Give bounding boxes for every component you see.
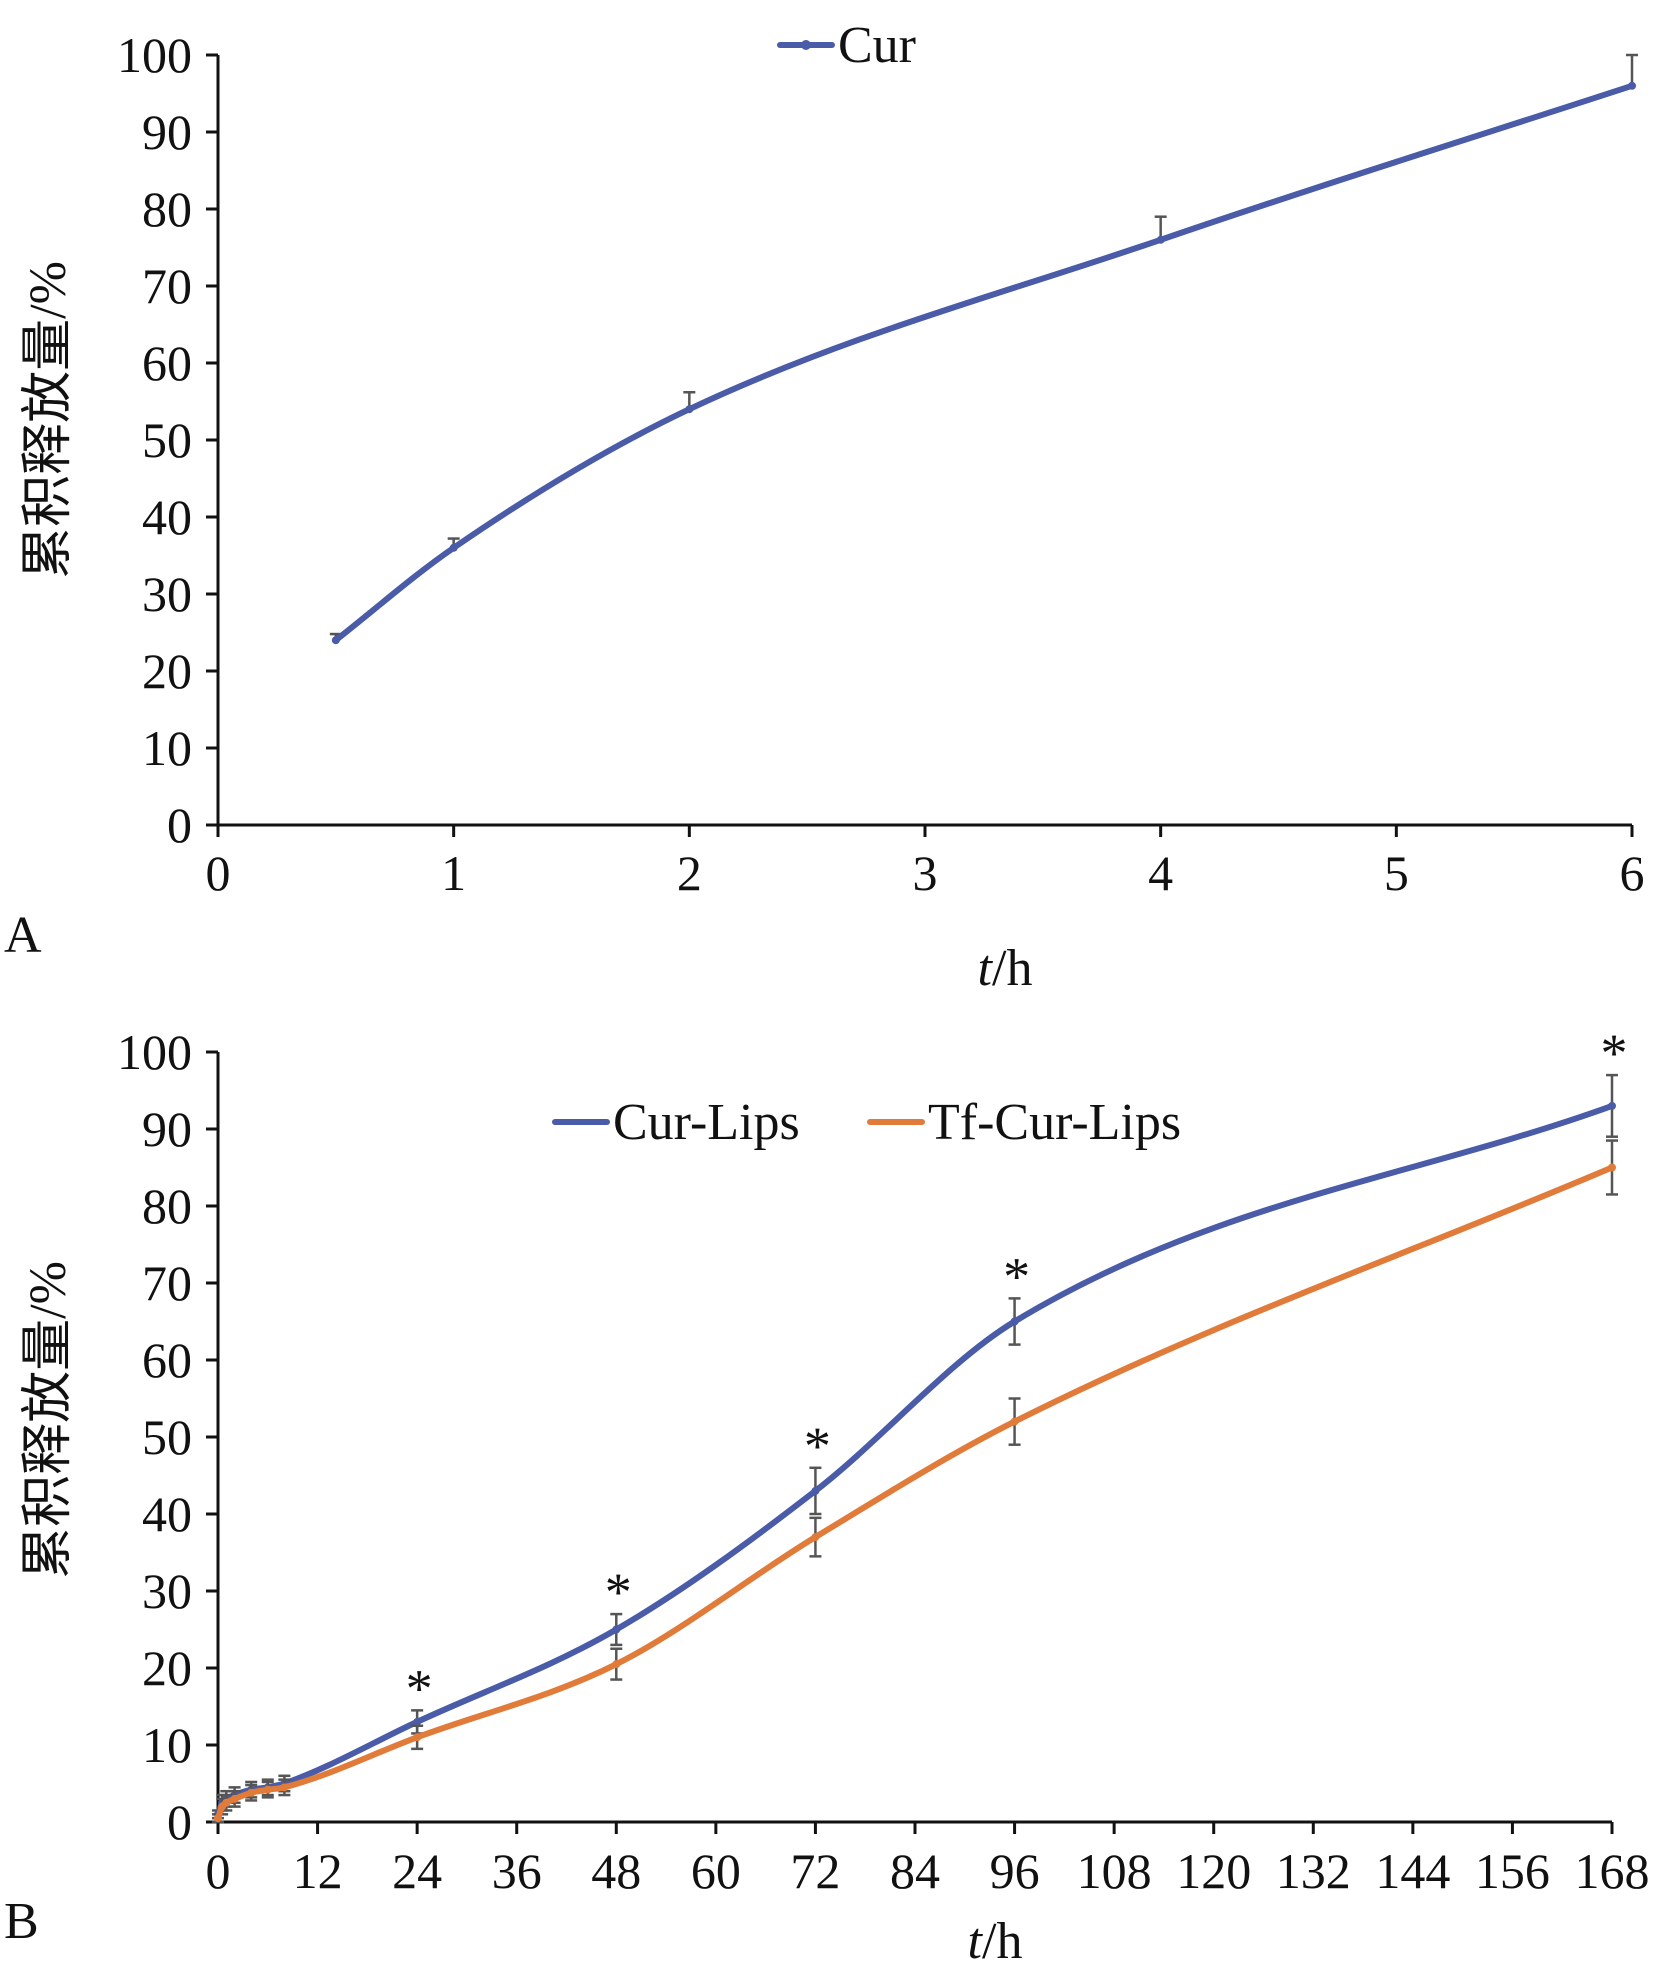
- panel-b-label: B: [4, 1893, 39, 1950]
- panel-b-y-tick-label: 80: [142, 1178, 192, 1234]
- panel-b-x-tick-label: 120: [1176, 1843, 1251, 1899]
- panel-b-significance-marker: *: [804, 1416, 831, 1476]
- panel-a-y-tick-label: 40: [142, 489, 192, 545]
- panel-a-legend-label: Cur: [838, 17, 916, 74]
- panel-b-data-point: [1608, 1163, 1616, 1172]
- panel-b-y-tick-label: 50: [142, 1409, 192, 1465]
- panel-b-significance-marker: *: [1601, 1023, 1628, 1083]
- panel-b-y-axis-label: 累积释放量/%: [20, 1261, 77, 1579]
- panel-b-x-axis-label-unit: /h: [982, 1913, 1022, 1968]
- panel-a-x-tick-label: 0: [206, 845, 231, 901]
- panel-a-x-tick-label: 3: [913, 845, 938, 901]
- panel-b-significance-marker: *: [1003, 1246, 1030, 1306]
- panel-b-x-tick-label: 96: [990, 1843, 1040, 1899]
- panel-b-data-point: [230, 1794, 239, 1803]
- panel-a-data-point: [331, 636, 340, 645]
- panel-b-x-tick-label: 72: [790, 1843, 840, 1899]
- panel-b-data-point: [612, 1625, 621, 1634]
- panel-a-series-line: [332, 82, 1635, 644]
- panel-a-y-tick-label: 100: [117, 27, 192, 83]
- panel-b-y-tick-label: 60: [142, 1332, 192, 1388]
- panel-a-data-point: [449, 543, 458, 552]
- panel-a-y-tick-label: 10: [142, 720, 192, 776]
- panel-b-data-point: [612, 1660, 621, 1669]
- panel-b-data-point: [413, 1717, 422, 1726]
- panel-b-y-tick-label: 90: [142, 1101, 192, 1157]
- panel-a-data-point: [1628, 81, 1636, 90]
- panel-a-y-tick-label: 60: [142, 335, 192, 391]
- panel-a-y-tick-label: 20: [142, 643, 192, 699]
- panel-b-y-tick-label: 10: [142, 1717, 192, 1773]
- panel-b-x-tick-label: 60: [691, 1843, 741, 1899]
- panel-b-data-point: [263, 1785, 272, 1794]
- panel-b-y-tick-label: 100: [117, 1024, 192, 1080]
- panel-a-y-axis-label: 累积释放量/%: [20, 261, 77, 579]
- panel-b-series-tf-cur-lips: [212, 1139, 1618, 1824]
- panel-b-x-tick-label: 108: [1077, 1843, 1152, 1899]
- panel-b-legend-label: Tf-Cur-Lips: [928, 1094, 1181, 1151]
- panel-b-y-tick-label: 30: [142, 1563, 192, 1619]
- panel-b-data-point: [811, 1486, 820, 1495]
- panel-a-y-tick-label: 90: [142, 104, 192, 160]
- panel-a-x-tick-label: 4: [1148, 845, 1173, 901]
- panel-b-data-point: [1010, 1417, 1019, 1426]
- panel-b-significance-marker: *: [406, 1658, 433, 1718]
- panel-a-x-axis-label: t/h: [978, 940, 1033, 997]
- panel-b-data-point: [280, 1783, 289, 1792]
- panel-b-data-point: [1010, 1317, 1019, 1326]
- panel-a-y-tick-label: 70: [142, 258, 192, 314]
- panel-a-y-tick-label: 0: [167, 797, 192, 853]
- panel-b-x-tick-label: 168: [1575, 1843, 1650, 1899]
- panel-a-x-tick-label: 5: [1384, 845, 1409, 901]
- panel-b-x-tick-label: 24: [392, 1843, 442, 1899]
- panel-a-label: A: [4, 907, 42, 964]
- panel-b-y-tick-label: 0: [167, 1794, 192, 1850]
- panel-a-series-cur: [329, 53, 1638, 645]
- panel-b-data-point: [1608, 1101, 1616, 1110]
- panel-b-legend-label: Cur-Lips: [613, 1094, 800, 1151]
- panel-b-x-tick-label: 12: [293, 1843, 343, 1899]
- panel-b-x-tick-label: 156: [1475, 1843, 1550, 1899]
- panel-a-x-tick-label: 6: [1620, 845, 1645, 901]
- panel-b-data-point: [811, 1533, 820, 1542]
- panel-b-x-tick-label: 84: [890, 1843, 940, 1899]
- panel-b-x-tick-label: 132: [1276, 1843, 1351, 1899]
- panel-b-x-tick-label: 36: [492, 1843, 542, 1899]
- panel-a-x-axis-label-italic: t: [978, 940, 994, 997]
- panel-b-x-axis-label-italic: t: [968, 1913, 984, 1968]
- panel-b-data-point: [214, 1814, 222, 1823]
- panel-b-x-tick-label: 48: [591, 1843, 641, 1899]
- panel-a-x-tick-label: 2: [677, 845, 702, 901]
- panel-a-y-tick-label: 50: [142, 412, 192, 468]
- panel-b-data-point: [247, 1788, 256, 1797]
- panel-a-x-tick-label: 1: [441, 845, 466, 901]
- panel-b-significance-marker: *: [605, 1562, 632, 1622]
- panel-b-x-axis-label: t/h: [968, 1913, 1023, 1968]
- panel-a-data-point: [1156, 235, 1165, 244]
- panel-b-y-tick-label: 40: [142, 1486, 192, 1542]
- panel-b-x-tick-label: 144: [1375, 1843, 1450, 1899]
- panel-a-y-tick-label: 30: [142, 566, 192, 622]
- panel-a-x-axis-label-unit: /h: [992, 940, 1032, 997]
- panel-b-data-point: [413, 1733, 422, 1742]
- panel-a-legend-marker: [801, 40, 811, 50]
- panel-b-y-tick-label: 70: [142, 1255, 192, 1311]
- panel-b-y-tick-label: 20: [142, 1640, 192, 1696]
- panel-a-y-tick-label: 80: [142, 181, 192, 237]
- panel-b-chart: B 0 10 20 30 40 50 60 70 80 90 100 0 12 24 36 48 60 72 84 9…: [4, 1023, 1650, 1968]
- panel-b-x-tick-label: 0: [206, 1843, 231, 1899]
- panel-a-data-point: [685, 405, 694, 414]
- panel-a-chart: A 0 10 20 30 40 50 60 70 80 90 100 0 1 2 3 4 5 6 t/h 累积释放量/…: [4, 17, 1645, 997]
- panel-b-data-point: [222, 1798, 231, 1807]
